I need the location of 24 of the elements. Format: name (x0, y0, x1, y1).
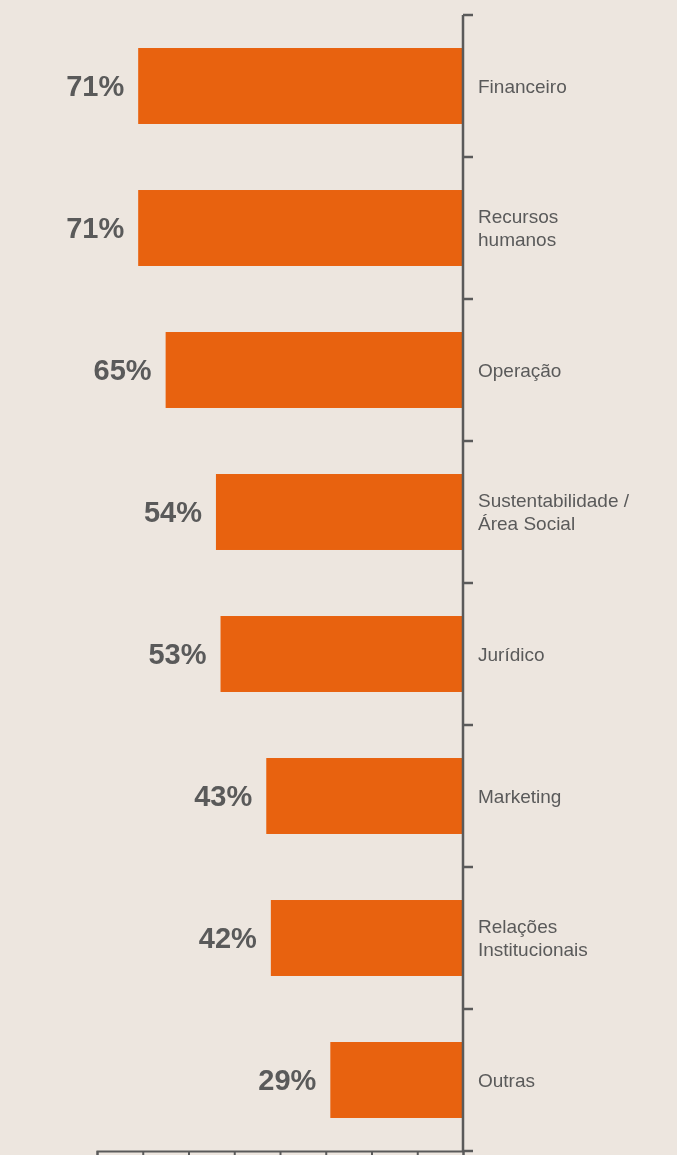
y-tick-label: Marketing (478, 785, 562, 807)
bar (138, 190, 463, 266)
y-tick-label: Jurídico (478, 643, 545, 665)
data-label: 54% (143, 496, 203, 529)
y-tick-label: Relações Institucionais (478, 916, 588, 961)
data-label: 71% (66, 212, 125, 245)
y-tick-label: Financeiro (478, 75, 567, 97)
bar (270, 900, 463, 976)
y-tick-label: Recursos humanos (478, 206, 559, 251)
data-label: 43% (194, 780, 253, 813)
bar (215, 474, 463, 550)
data-label: 71% (66, 70, 125, 103)
y-tick-label: Outras (478, 1069, 536, 1091)
data-label: 29% (258, 1064, 317, 1097)
y-tick-label: Sustentabilidade / Área Social (478, 490, 630, 535)
bar (165, 332, 463, 408)
bar (138, 48, 463, 124)
data-label: 65% (93, 354, 152, 387)
bar (266, 758, 463, 834)
bar (220, 616, 463, 692)
data-label: 42% (198, 922, 258, 955)
bar (330, 1042, 463, 1118)
y-tick-label: Operação (478, 359, 562, 381)
data-label: 53% (148, 638, 207, 671)
